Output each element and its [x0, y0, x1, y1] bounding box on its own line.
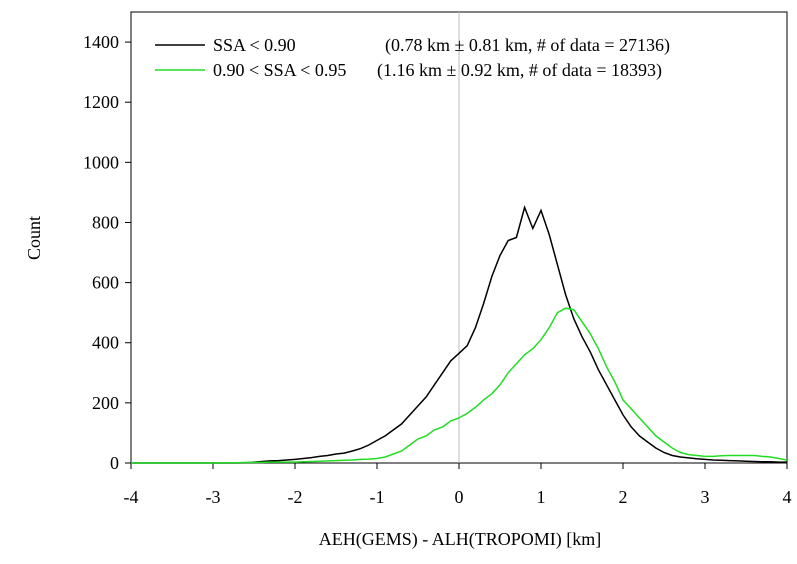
legend-stats: (0.78 km ± 0.81 km, # of data = 27136): [385, 35, 670, 56]
legend-label: 0.90 < SSA < 0.95: [213, 60, 346, 80]
x-tick-label: 0: [455, 487, 464, 507]
x-axis-label: AEH(GEMS) - ALH(TROPOMI) [km]: [319, 529, 601, 550]
y-tick-label: 1200: [83, 92, 119, 112]
y-tick-label: 0: [110, 453, 119, 473]
y-tick-label: 800: [92, 212, 119, 232]
x-tick-label: 4: [783, 487, 792, 507]
data-line: [131, 307, 788, 464]
y-axis-label: Count: [24, 216, 44, 260]
y-tick-label: 1000: [83, 152, 119, 172]
x-tick-label: -3: [206, 487, 221, 507]
y-tick-label: 600: [92, 273, 119, 293]
y-tick-label: 400: [92, 333, 119, 353]
x-tick-label: -2: [288, 487, 303, 507]
y-tick-label: 200: [92, 393, 119, 413]
x-tick-label: 1: [537, 487, 546, 507]
x-tick-label: 3: [701, 487, 710, 507]
x-tick-label: -1: [370, 487, 385, 507]
legend-stats: (1.16 km ± 0.92 km, # of data = 18393): [377, 60, 662, 81]
x-tick-label: 2: [619, 487, 628, 507]
y-tick-label: 1400: [83, 32, 119, 52]
x-tick-label: -4: [124, 487, 139, 507]
legend-label: SSA < 0.90: [213, 35, 296, 55]
